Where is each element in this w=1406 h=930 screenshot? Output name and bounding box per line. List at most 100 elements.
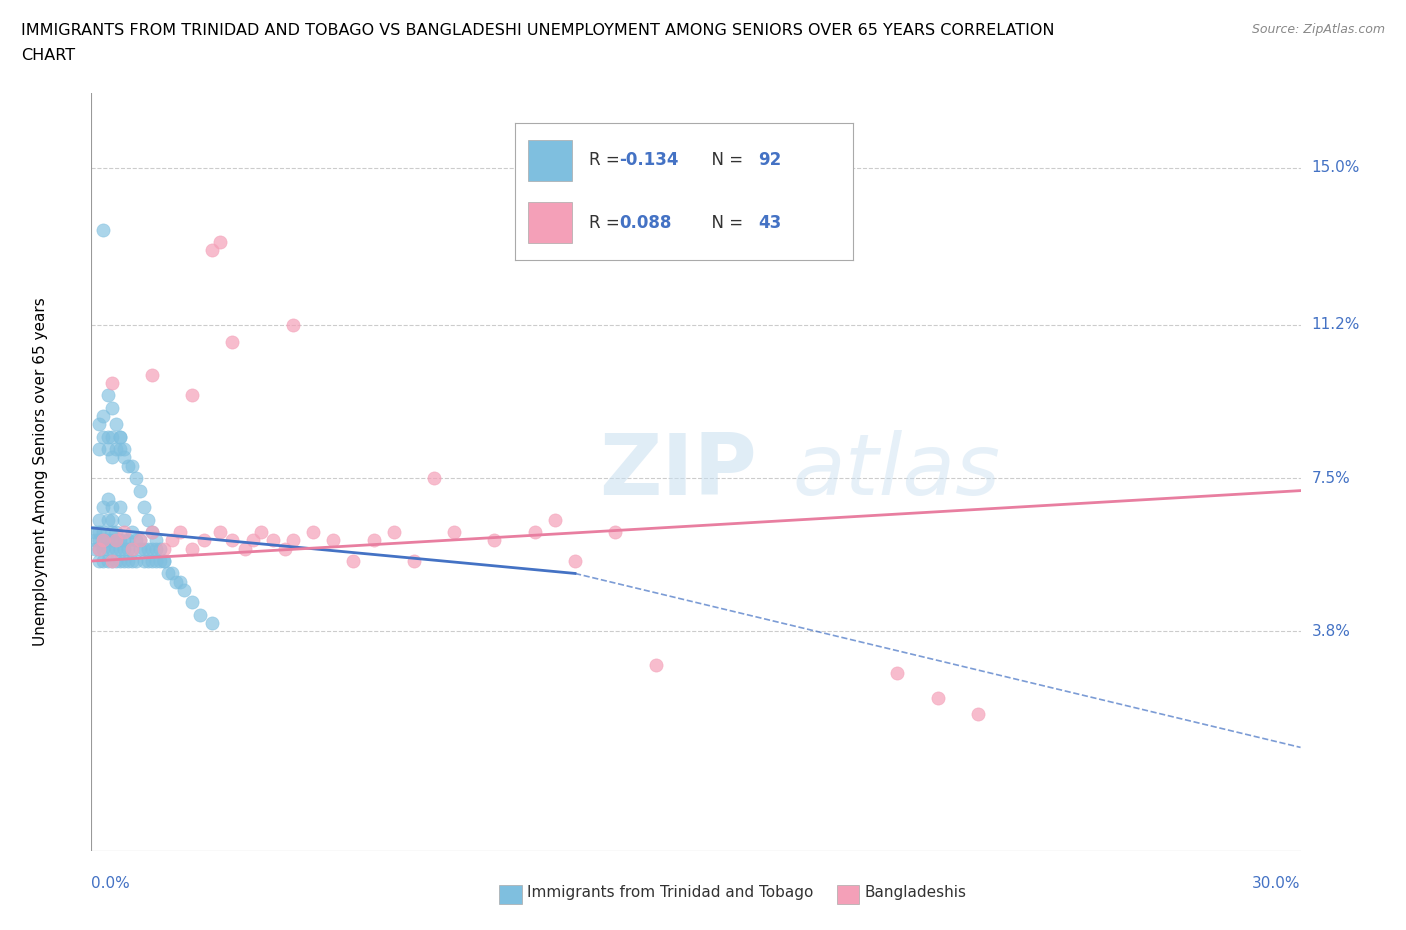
- Point: [89, 442, 111, 457]
- Point: [93, 533, 115, 548]
- Point: [104, 533, 127, 548]
- Point: [84, 541, 107, 556]
- Point: [193, 533, 215, 548]
- Point: [112, 442, 135, 457]
- Point: [927, 690, 949, 705]
- Text: 7.5%: 7.5%: [1312, 471, 1350, 485]
- Point: [117, 553, 139, 568]
- Point: [209, 525, 232, 539]
- Point: [96, 553, 118, 568]
- Point: [402, 553, 425, 568]
- Point: [89, 541, 111, 556]
- Point: [96, 491, 118, 506]
- Point: [100, 499, 122, 514]
- Point: [181, 388, 204, 403]
- Point: [112, 533, 135, 548]
- Text: ZIP: ZIP: [599, 431, 756, 513]
- Point: [523, 525, 546, 539]
- Text: Bangladeshis: Bangladeshis: [865, 885, 967, 900]
- Point: [100, 450, 122, 465]
- Point: [96, 512, 118, 527]
- Point: [104, 417, 127, 432]
- Point: [160, 533, 183, 548]
- Point: [112, 541, 135, 556]
- Point: [149, 553, 172, 568]
- Point: [96, 541, 118, 556]
- Text: 11.2%: 11.2%: [1312, 317, 1360, 332]
- Point: [564, 553, 586, 568]
- Point: [128, 533, 150, 548]
- Point: [121, 541, 143, 556]
- Point: [132, 553, 155, 568]
- Point: [108, 541, 131, 556]
- Point: [100, 525, 122, 539]
- Point: [281, 317, 304, 332]
- Point: [302, 525, 325, 539]
- Point: [100, 512, 122, 527]
- Point: [382, 525, 405, 539]
- Point: [117, 541, 139, 556]
- Point: [160, 566, 183, 581]
- Point: [544, 512, 567, 527]
- Point: [149, 541, 172, 556]
- Point: [112, 525, 135, 539]
- Point: [93, 533, 115, 548]
- Point: [145, 541, 167, 556]
- Point: [281, 533, 304, 548]
- Point: [104, 525, 127, 539]
- Point: [363, 533, 385, 548]
- Point: [342, 553, 364, 568]
- Point: [96, 430, 118, 445]
- Point: [156, 566, 179, 581]
- Point: [141, 541, 163, 556]
- Point: [89, 533, 111, 548]
- Point: [93, 222, 115, 237]
- Point: [121, 541, 143, 556]
- Point: [136, 512, 159, 527]
- Text: Source: ZipAtlas.com: Source: ZipAtlas.com: [1251, 23, 1385, 36]
- Point: [93, 525, 115, 539]
- Point: [423, 471, 446, 485]
- Point: [153, 541, 176, 556]
- Point: [100, 553, 122, 568]
- Point: [108, 430, 131, 445]
- Point: [141, 367, 163, 382]
- Point: [104, 533, 127, 548]
- Point: [93, 553, 115, 568]
- Point: [249, 525, 271, 539]
- Point: [93, 541, 115, 556]
- Text: 30.0%: 30.0%: [1253, 876, 1301, 891]
- Point: [322, 533, 344, 548]
- Point: [117, 458, 139, 473]
- Point: [104, 553, 127, 568]
- Point: [484, 533, 506, 548]
- Point: [93, 408, 115, 423]
- Point: [125, 533, 148, 548]
- Point: [181, 595, 204, 610]
- Point: [242, 533, 264, 548]
- Point: [100, 553, 122, 568]
- Point: [112, 450, 135, 465]
- Point: [153, 553, 176, 568]
- Point: [108, 499, 131, 514]
- Point: [132, 499, 155, 514]
- Point: [93, 430, 115, 445]
- Point: [96, 533, 118, 548]
- Point: [141, 553, 163, 568]
- Point: [89, 553, 111, 568]
- Point: [128, 541, 150, 556]
- Text: Immigrants from Trinidad and Tobago: Immigrants from Trinidad and Tobago: [527, 885, 814, 900]
- Point: [274, 541, 297, 556]
- Point: [104, 541, 127, 556]
- Point: [108, 533, 131, 548]
- Point: [89, 541, 111, 556]
- Point: [201, 616, 224, 631]
- Text: 15.0%: 15.0%: [1312, 160, 1360, 175]
- Point: [112, 553, 135, 568]
- Point: [132, 541, 155, 556]
- Point: [165, 575, 187, 590]
- Point: [125, 553, 148, 568]
- Point: [96, 388, 118, 403]
- Point: [93, 499, 115, 514]
- Point: [443, 525, 465, 539]
